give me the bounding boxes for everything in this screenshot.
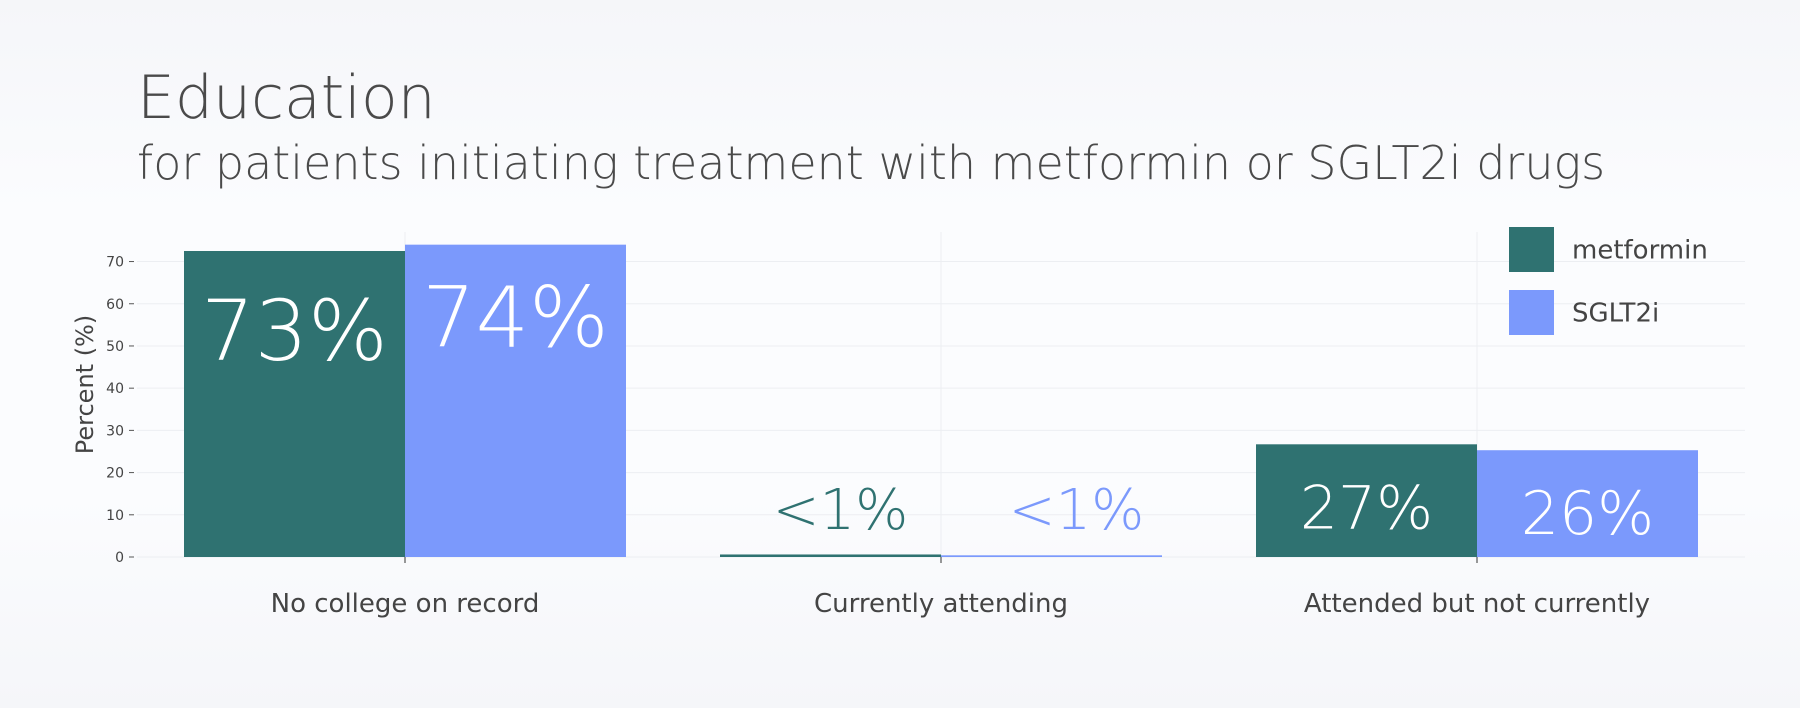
legend-label: SGLT2i <box>1572 299 1659 329</box>
chart-title: Education <box>137 63 436 133</box>
legend-swatch-metformin <box>1509 227 1554 272</box>
y-tick-label: 70 <box>106 255 124 271</box>
chart-subtitle: for patients initiating treatment with m… <box>137 136 1606 190</box>
y-tick-label: 40 <box>106 381 124 397</box>
data-label: <1% <box>773 478 909 543</box>
y-axis-title: Percent (%) <box>71 315 99 454</box>
bar-SGLT2i <box>1477 450 1698 557</box>
y-tick-label: 10 <box>106 508 124 524</box>
bar-SGLT2i <box>405 244 626 557</box>
y-tick-label: 50 <box>106 339 124 355</box>
y-tick-label: 20 <box>106 466 124 482</box>
data-label: 27% <box>1300 473 1433 543</box>
bar-metformin <box>720 554 941 557</box>
y-tick-label: 60 <box>106 297 124 313</box>
bar-metformin <box>1256 444 1477 557</box>
x-tick-label: No college on record <box>271 589 540 619</box>
bar-metformin <box>184 250 405 557</box>
data-label: 74% <box>422 269 609 367</box>
data-label: 26% <box>1521 479 1654 549</box>
data-label: <1% <box>1009 478 1145 543</box>
data-label: 73% <box>201 282 388 380</box>
y-tick-label: 30 <box>106 423 124 439</box>
y-tick-label: 0 <box>115 550 124 566</box>
legend-swatch-SGLT2i <box>1509 290 1554 335</box>
x-tick-label: Attended but not currently <box>1304 589 1650 619</box>
x-tick-label: Currently attending <box>814 589 1068 619</box>
legend-label: metformin <box>1572 236 1708 266</box>
bar-SGLT2i <box>941 555 1162 557</box>
